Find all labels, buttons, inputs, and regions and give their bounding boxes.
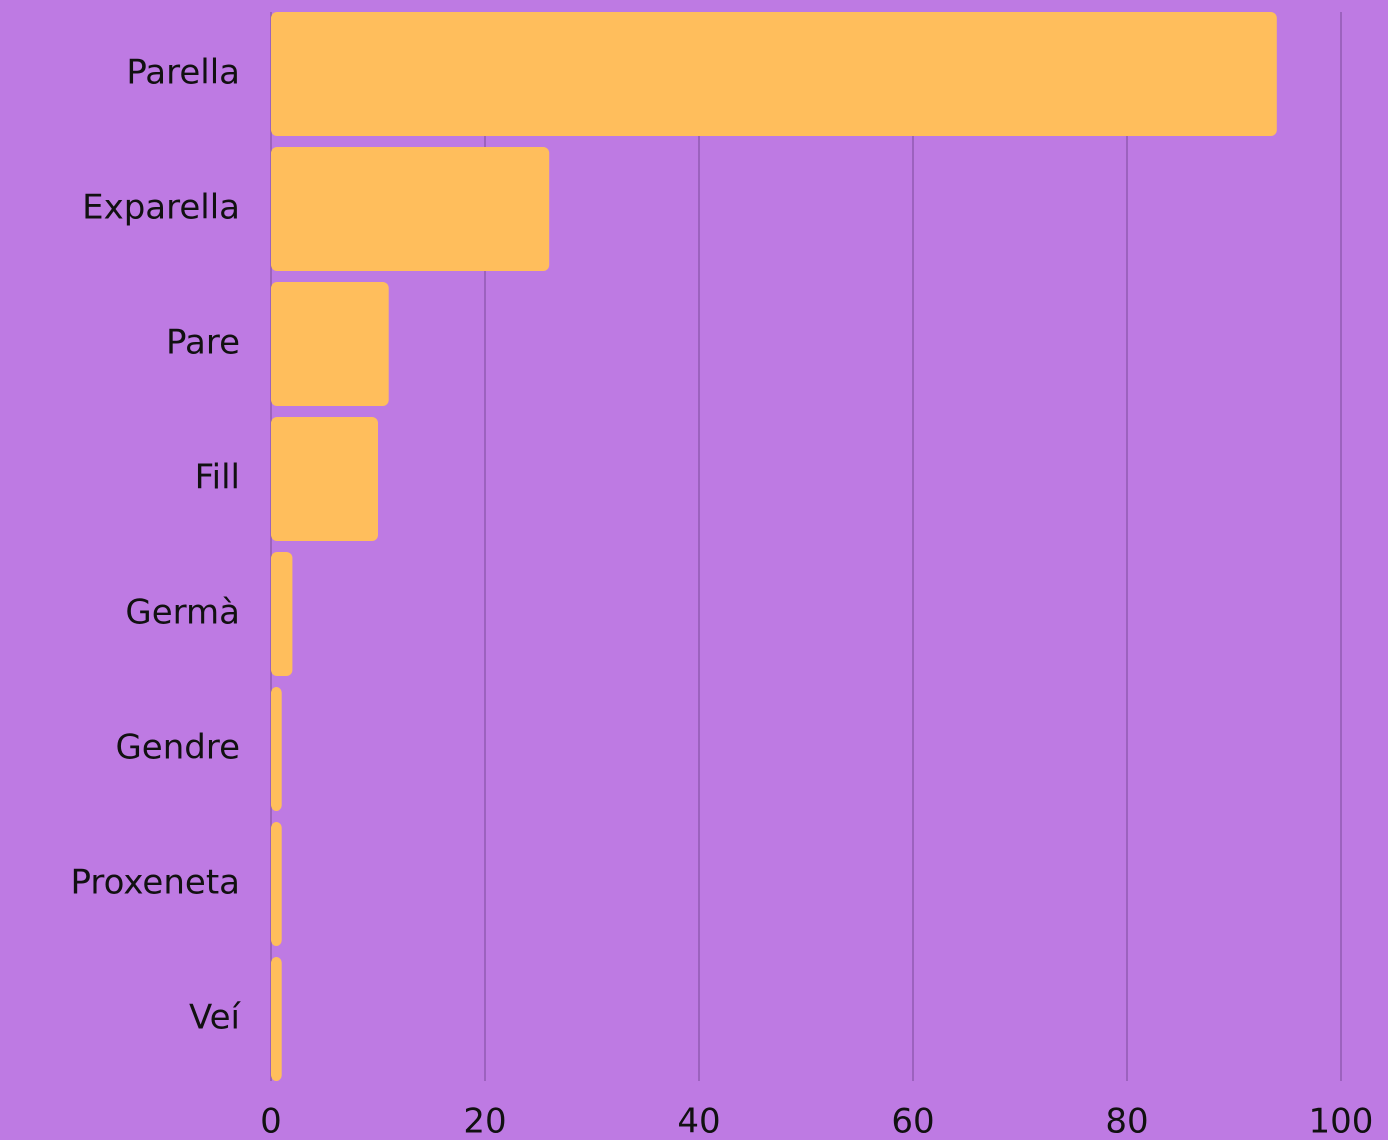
bar [271, 957, 282, 1081]
bar [271, 822, 282, 946]
y-tick-label: Pare [166, 323, 240, 363]
y-tick-label: Exparella [82, 188, 240, 228]
bar [271, 552, 293, 676]
y-tick-label: Proxeneta [70, 863, 240, 903]
bar [271, 687, 282, 811]
bar [271, 147, 550, 271]
y-tick-label: Veí [189, 998, 242, 1038]
y-tick-label: Gendre [115, 728, 240, 768]
y-tick-label: Germà [125, 593, 240, 633]
bar [271, 417, 378, 541]
x-tick-label: 20 [463, 1102, 506, 1141]
y-tick-label: Parella [126, 53, 240, 93]
bar [271, 282, 389, 406]
x-tick-label: 100 [1309, 1102, 1374, 1141]
x-tick-label: 60 [891, 1102, 934, 1141]
bar [271, 12, 1277, 136]
x-tick-label: 0 [260, 1102, 282, 1141]
y-tick-label: Fill [195, 458, 240, 498]
x-tick-label: 80 [1105, 1102, 1148, 1141]
x-tick-label: 40 [677, 1102, 720, 1141]
